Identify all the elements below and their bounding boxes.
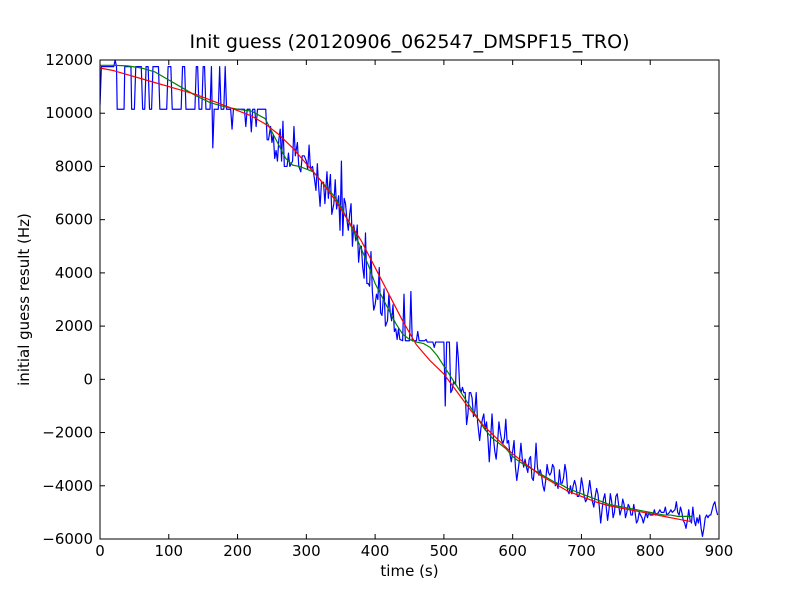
y-tick-label: 12000 bbox=[45, 51, 93, 69]
y-tick-label: −2000 bbox=[42, 424, 93, 442]
plot-area bbox=[100, 60, 719, 539]
chart-title: Init guess (20120906_062547_DMSPF15_TRO) bbox=[189, 31, 629, 53]
x-tick-label: 700 bbox=[567, 542, 596, 560]
x-tick-label: 800 bbox=[636, 542, 665, 560]
x-tick-label: 300 bbox=[292, 542, 321, 560]
x-tick-label: 500 bbox=[430, 542, 459, 560]
x-axis: 0 100 200 300 400 500 600 700 800 900 bbox=[95, 60, 733, 560]
y-axis-label: initial guess result (Hz) bbox=[15, 213, 33, 386]
series-line-2 bbox=[100, 64, 692, 517]
series-layer bbox=[100, 60, 719, 537]
y-tick-label: −4000 bbox=[42, 477, 93, 495]
plot-frame bbox=[99, 59, 720, 540]
y-tick-label: 0 bbox=[83, 370, 93, 388]
x-tick-label: 100 bbox=[154, 542, 183, 560]
x-tick-label: 900 bbox=[705, 542, 734, 560]
y-tick-label: 10000 bbox=[45, 104, 93, 122]
y-tick-label: 4000 bbox=[55, 264, 93, 282]
y-axis: −6000 −4000 −2000 0 2000 4000 6000 8000 10000 120… bbox=[42, 51, 719, 548]
y-tick-label: −6000 bbox=[42, 530, 93, 548]
y-tick-label: 2000 bbox=[55, 317, 93, 335]
x-tick-label: 200 bbox=[223, 542, 252, 560]
y-tick-label: 8000 bbox=[55, 157, 93, 175]
x-axis-label: time (s) bbox=[380, 562, 438, 580]
y-tick-label: 6000 bbox=[55, 211, 93, 229]
x-tick-label: 400 bbox=[361, 542, 390, 560]
x-tick-label: 0 bbox=[95, 542, 105, 560]
series-line-1 bbox=[100, 60, 719, 537]
series-line-3 bbox=[100, 67, 692, 523]
x-tick-label: 600 bbox=[498, 542, 527, 560]
